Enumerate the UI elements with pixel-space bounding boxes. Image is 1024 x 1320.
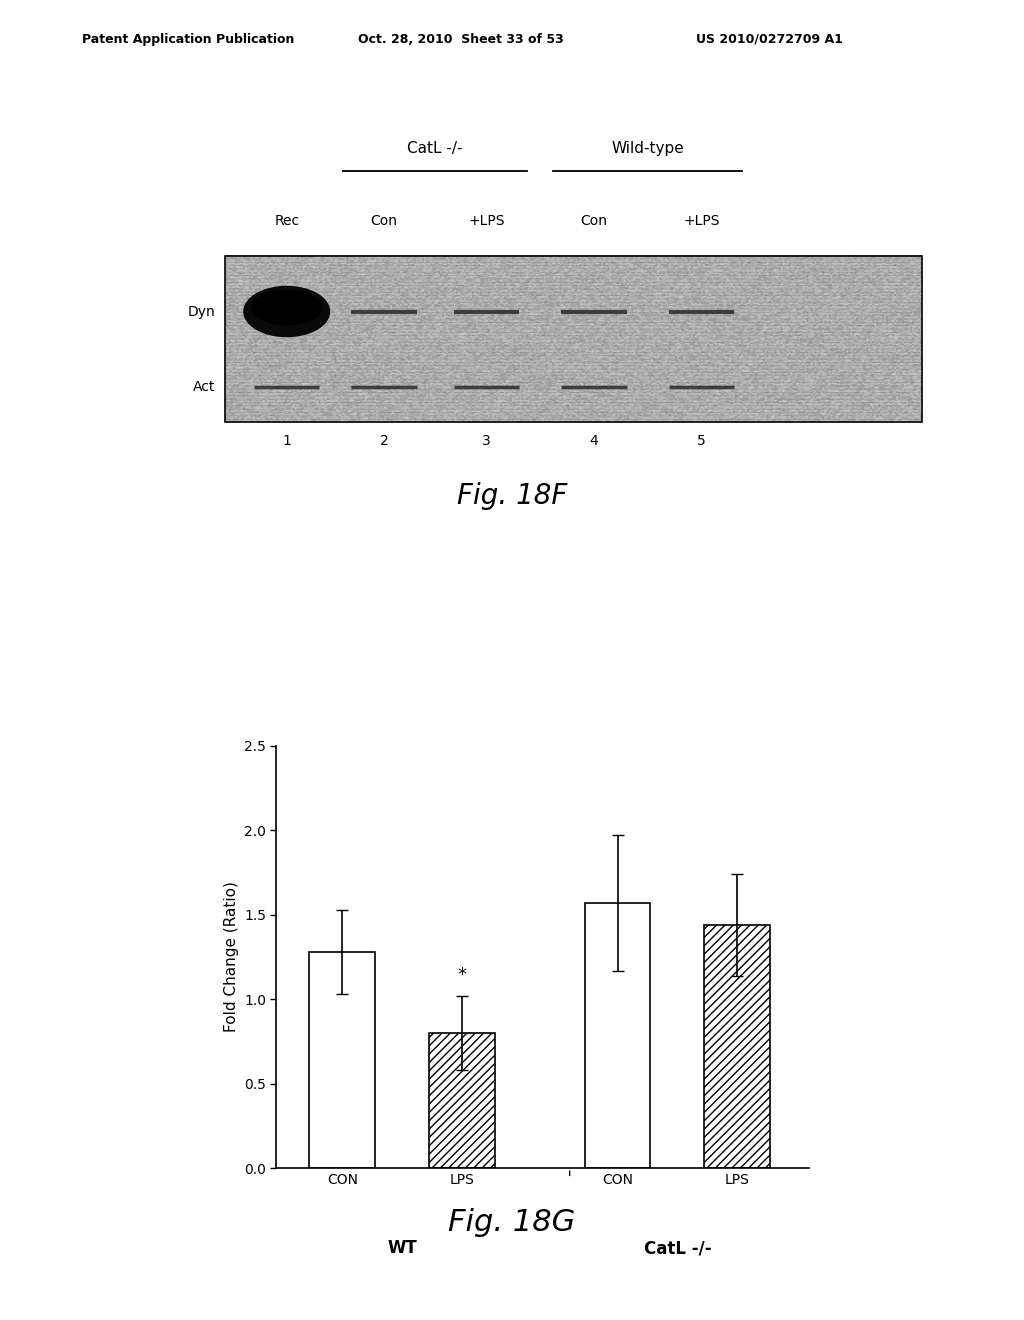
Text: Dyn: Dyn [187, 305, 215, 318]
Text: 5: 5 [697, 434, 706, 449]
Text: +LPS: +LPS [468, 214, 505, 228]
Bar [225, 256, 922, 422]
Text: Wild-type: Wild-type [611, 141, 684, 156]
Text: 3: 3 [482, 434, 490, 449]
Text: Patent Application Publication: Patent Application Publication [82, 33, 294, 46]
Text: *: * [458, 966, 467, 983]
Ellipse shape [243, 286, 330, 338]
Text: Rec: Rec [274, 214, 299, 228]
Text: Con: Con [581, 214, 607, 228]
Text: Fig. 18F: Fig. 18F [457, 482, 567, 510]
Text: Act: Act [193, 380, 215, 393]
Y-axis label: Fold Change (Ratio): Fold Change (Ratio) [223, 882, 239, 1032]
Text: 4: 4 [590, 434, 598, 449]
Text: Fig. 18G: Fig. 18G [449, 1208, 575, 1237]
Bar [705, 925, 770, 1168]
Ellipse shape [251, 290, 323, 326]
Text: US 2010/0272709 A1: US 2010/0272709 A1 [696, 33, 843, 46]
Bar [585, 903, 650, 1168]
Text: CatL -/-: CatL -/- [643, 1239, 711, 1257]
Text: Oct. 28, 2010  Sheet 33 of 53: Oct. 28, 2010 Sheet 33 of 53 [358, 33, 564, 46]
Text: WT: WT [387, 1239, 417, 1257]
Text: CatL -/-: CatL -/- [408, 141, 463, 156]
Text: 2: 2 [380, 434, 388, 449]
Bar [309, 952, 375, 1168]
Text: +LPS: +LPS [683, 214, 720, 228]
Text: 1: 1 [283, 434, 291, 449]
Text: Con: Con [371, 214, 397, 228]
Bar [429, 1034, 495, 1168]
